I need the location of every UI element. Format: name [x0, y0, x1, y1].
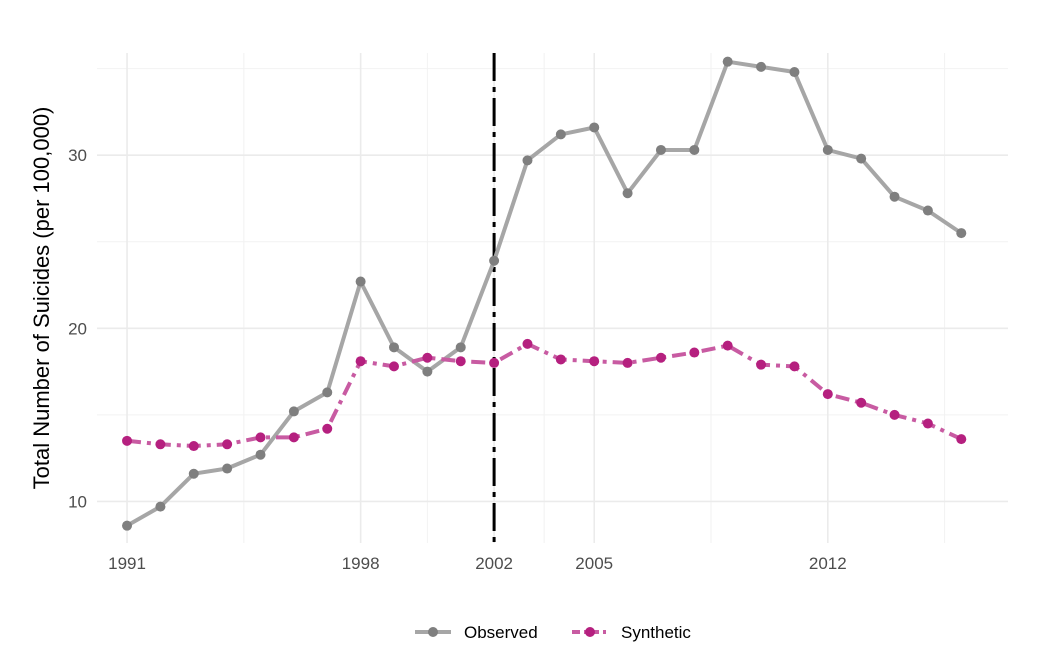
- observed-line: [126, 59, 963, 528]
- legend-label: Synthetic: [621, 623, 691, 642]
- observed-point: [856, 153, 867, 164]
- observed-point: [255, 449, 266, 460]
- observed-point: [722, 56, 733, 67]
- synthetic-point: [188, 441, 199, 452]
- synthetic-point: [889, 409, 900, 420]
- y-tick-labels: 10 20 30: [68, 146, 87, 511]
- observed-point: [222, 463, 233, 474]
- observed-point: [822, 144, 833, 155]
- synthetic-point: [622, 357, 633, 368]
- observed-point: [956, 228, 967, 239]
- synthetic-point: [789, 361, 800, 372]
- synthetic-point: [455, 356, 466, 367]
- observed-point: [288, 406, 299, 417]
- series-observed: [122, 56, 967, 531]
- x-tick-label: 2012: [809, 554, 847, 573]
- observed-point: [655, 144, 666, 155]
- y-tick-label: 30: [68, 146, 87, 165]
- observed-point: [689, 144, 700, 155]
- synthetic-point: [689, 347, 700, 358]
- synthetic-point: [555, 354, 566, 365]
- synthetic-point: [756, 359, 767, 370]
- grid: [97, 53, 1008, 543]
- observed-point: [889, 191, 900, 202]
- synthetic-point: [388, 361, 399, 372]
- synthetic-point: [422, 352, 433, 363]
- synthetic-point: [322, 423, 333, 434]
- y-axis-title: Total Number of Suicides (per 100,000): [29, 107, 54, 490]
- observed-point: [756, 61, 767, 72]
- synthetic-point: [722, 340, 733, 351]
- series-synthetic: [122, 338, 967, 452]
- y-tick-label: 20: [68, 319, 87, 338]
- synthetic-point: [288, 432, 299, 443]
- synthetic-point: [355, 356, 366, 367]
- observed-point: [422, 366, 433, 377]
- observed-point: [522, 155, 533, 166]
- synthetic-point: [255, 432, 266, 443]
- observed-point: [589, 122, 600, 133]
- synthetic-point: [956, 434, 967, 445]
- observed-point: [355, 276, 366, 287]
- legend-label: Observed: [464, 623, 538, 642]
- observed-point: [555, 129, 566, 140]
- synthetic-point: [222, 439, 233, 450]
- observed-point: [922, 205, 933, 216]
- observed-point: [622, 188, 633, 199]
- x-tick-label: 1998: [342, 554, 380, 573]
- observed-point: [455, 342, 466, 353]
- x-tick-label: 2005: [575, 554, 613, 573]
- synthetic-point: [922, 418, 933, 429]
- synthetic-point: [856, 397, 867, 408]
- series-group: [122, 56, 967, 531]
- observed-point: [388, 342, 399, 353]
- x-tick-label: 2002: [475, 554, 513, 573]
- synthetic-point: [155, 439, 166, 450]
- synthetic-point: [122, 435, 133, 446]
- observed-point: [789, 67, 800, 78]
- y-tick-label: 10: [68, 492, 87, 511]
- legend-key-point: [428, 627, 438, 637]
- x-tick-label: 1991: [108, 554, 146, 573]
- observed-point: [155, 501, 166, 512]
- synthetic-point: [522, 338, 533, 349]
- observed-point: [322, 387, 333, 398]
- legend: Observed Synthetic: [415, 623, 691, 642]
- observed-point: [489, 255, 500, 266]
- legend-item-observed: Observed: [415, 623, 538, 642]
- synthetic-point: [589, 356, 600, 367]
- synthetic-point: [655, 352, 666, 363]
- synthetic-point: [822, 389, 833, 400]
- synthetic-point: [489, 357, 500, 368]
- x-tick-labels: 1991 1998 2002 2005 2012: [108, 554, 847, 573]
- legend-key-point: [585, 627, 595, 637]
- observed-point: [188, 468, 199, 479]
- synthetic-line: [126, 341, 963, 448]
- legend-item-synthetic: Synthetic: [572, 623, 691, 642]
- observed-point: [122, 520, 133, 531]
